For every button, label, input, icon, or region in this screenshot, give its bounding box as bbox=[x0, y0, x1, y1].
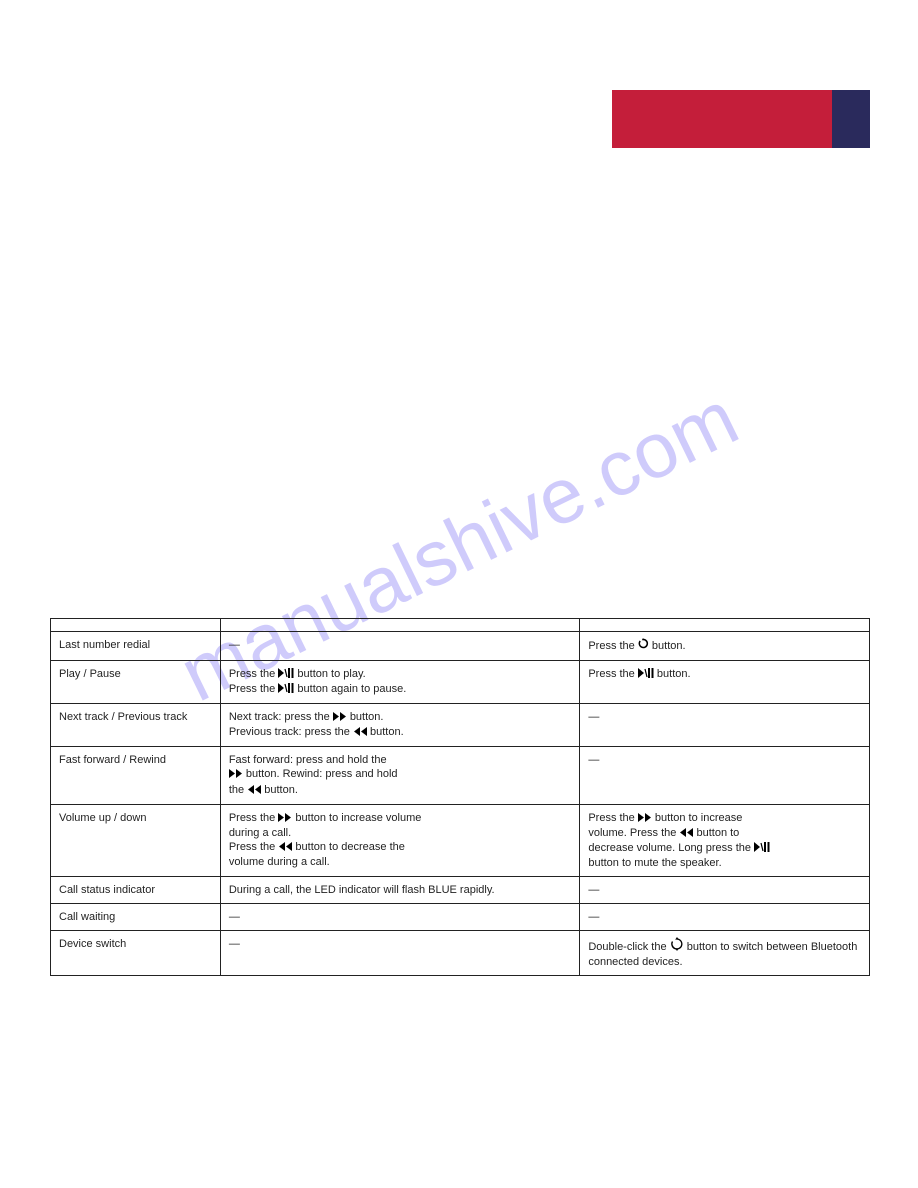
cell-b: During a call, the LED indicator will fl… bbox=[220, 876, 580, 903]
cell-b: Press the button to play. Press the butt… bbox=[220, 661, 580, 704]
cell-feature: Play / Pause bbox=[51, 661, 221, 704]
text: Previous track: press the bbox=[229, 726, 353, 738]
text: during a call. bbox=[229, 827, 291, 839]
redial-icon bbox=[638, 638, 649, 654]
rewind-icon bbox=[278, 841, 292, 855]
table-row: Play / Pause Press the button to play. P… bbox=[51, 661, 870, 704]
text: button. Rewind: press and hold bbox=[246, 768, 398, 780]
text: Fast forward: press and hold the bbox=[229, 754, 387, 766]
play-pause-icon bbox=[278, 668, 294, 682]
text: button again to pause. bbox=[297, 683, 406, 695]
table-row: Call waiting — — bbox=[51, 904, 870, 931]
cell-feature: Last number redial bbox=[51, 632, 221, 661]
cell-b: — bbox=[220, 632, 580, 661]
table-row: Last number redial — Press the button. bbox=[51, 632, 870, 661]
header-color-bar bbox=[612, 90, 870, 148]
cell-c: Press the button to increase volume. Pre… bbox=[580, 804, 870, 876]
cell-feature: Fast forward / Rewind bbox=[51, 747, 221, 804]
table-head-c bbox=[580, 619, 870, 632]
cell-c: Press the button. bbox=[580, 661, 870, 704]
cell-feature: Device switch bbox=[51, 931, 221, 976]
text: Next track: press the bbox=[229, 711, 333, 723]
text: Press the bbox=[588, 812, 638, 824]
text: decrease volume. Long press the bbox=[588, 842, 754, 854]
rewind-icon bbox=[247, 784, 261, 798]
text: Press the bbox=[229, 812, 279, 824]
text: button to decrease the bbox=[295, 841, 404, 853]
text: button. bbox=[370, 726, 404, 738]
cell-c: — bbox=[580, 704, 870, 747]
text: button. bbox=[652, 640, 686, 652]
text: Press the bbox=[588, 640, 638, 652]
text: button. bbox=[657, 668, 691, 680]
cell-b: — bbox=[220, 904, 580, 931]
table-row: Volume up / down Press the button to inc… bbox=[51, 804, 870, 876]
forward-icon bbox=[278, 812, 292, 826]
play-pause-icon bbox=[638, 668, 654, 682]
text: volume. Press the bbox=[588, 827, 679, 839]
text: button to play. bbox=[297, 668, 365, 680]
text: volume during a call. bbox=[229, 856, 330, 868]
rewind-icon bbox=[353, 726, 367, 740]
cell-feature: Call waiting bbox=[51, 904, 221, 931]
header-bar-red bbox=[612, 90, 832, 148]
cell-b: Next track: press the button. Previous t… bbox=[220, 704, 580, 747]
table-head-b bbox=[220, 619, 580, 632]
controls-table: Last number redial — Press the button. P… bbox=[50, 618, 870, 976]
text: button to mute the speaker. bbox=[588, 857, 721, 869]
play-pause-icon bbox=[754, 842, 770, 856]
cell-c: — bbox=[580, 747, 870, 804]
rewind-icon bbox=[679, 827, 693, 841]
forward-icon bbox=[638, 812, 652, 826]
cell-b: Fast forward: press and hold the button.… bbox=[220, 747, 580, 804]
cell-c: — bbox=[580, 876, 870, 903]
text: button. bbox=[264, 784, 298, 796]
forward-icon bbox=[333, 711, 347, 725]
text: button to increase bbox=[655, 812, 742, 824]
cell-c: — bbox=[580, 904, 870, 931]
table-row: Device switch — Double-click the button … bbox=[51, 931, 870, 976]
cell-feature: Volume up / down bbox=[51, 804, 221, 876]
text: button to bbox=[696, 827, 739, 839]
cell-feature: Call status indicator bbox=[51, 876, 221, 903]
table-row: Call status indicator During a call, the… bbox=[51, 876, 870, 903]
header-bar-navy bbox=[832, 90, 870, 148]
table-head-a bbox=[51, 619, 221, 632]
text: button to increase volume bbox=[295, 812, 421, 824]
play-pause-icon bbox=[278, 683, 294, 697]
cell-feature: Next track / Previous track bbox=[51, 704, 221, 747]
cell-b: Press the button to increase volume duri… bbox=[220, 804, 580, 876]
text: button. bbox=[350, 711, 384, 723]
table-row: Next track / Previous track Next track: … bbox=[51, 704, 870, 747]
loop-icon bbox=[670, 937, 684, 955]
text: Press the bbox=[229, 841, 279, 853]
text: Press the bbox=[588, 668, 638, 680]
forward-icon bbox=[229, 768, 243, 782]
cell-c: Press the button. bbox=[580, 632, 870, 661]
table-row: Fast forward / Rewind Fast forward: pres… bbox=[51, 747, 870, 804]
text: Double-click the bbox=[588, 941, 669, 953]
cell-c: Double-click the button to switch betwee… bbox=[580, 931, 870, 976]
text: the bbox=[229, 784, 247, 796]
text: Press the bbox=[229, 668, 279, 680]
text: Press the bbox=[229, 683, 279, 695]
cell-b: — bbox=[220, 931, 580, 976]
